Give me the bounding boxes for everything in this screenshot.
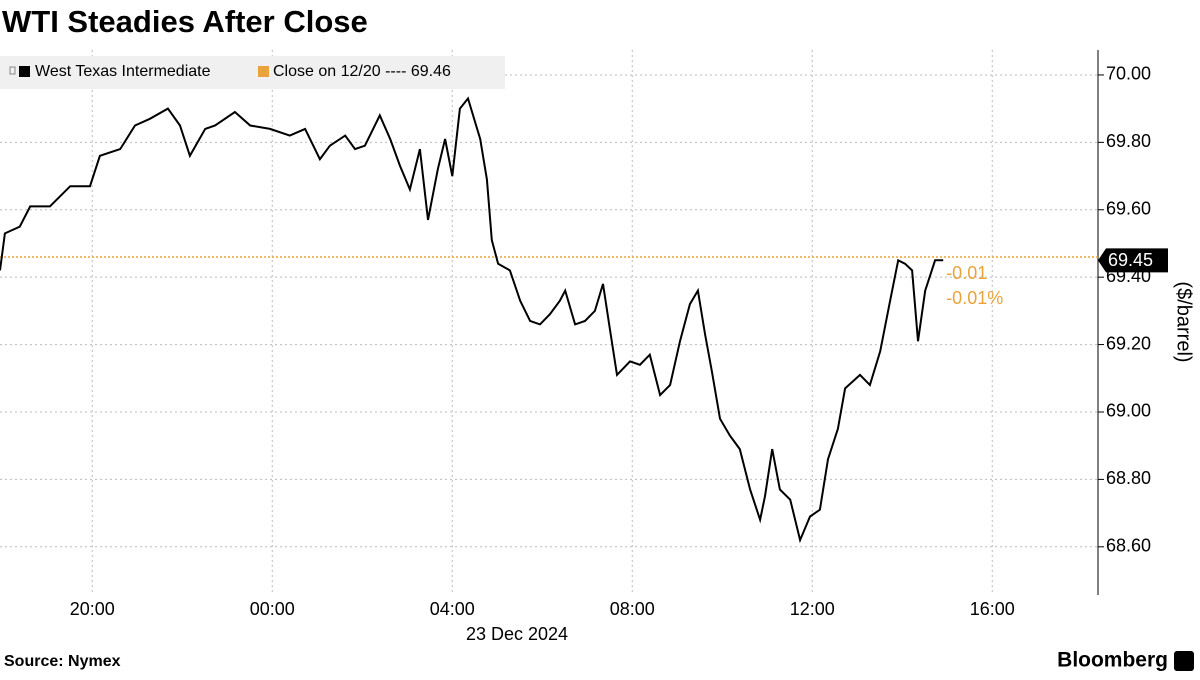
last-value-label: 69.45 (1108, 250, 1153, 270)
y-tick-label: 69.20 (1106, 333, 1151, 353)
x-tick-label: 12:00 (790, 599, 835, 619)
brand: Bloomberg (1057, 649, 1168, 672)
legend-label: Close on 12/20 ---- 69.46 (273, 63, 451, 80)
x-tick-label: 20:00 (70, 599, 115, 619)
x-tick-label: 04:00 (430, 599, 475, 619)
legend-box (0, 56, 505, 89)
y-tick-label: 68.60 (1106, 536, 1151, 556)
x-tick-label: 00:00 (250, 599, 295, 619)
legend-swatch (19, 66, 30, 77)
y-tick-label: 68.80 (1106, 468, 1151, 488)
last-value-tag (1098, 248, 1168, 273)
x-tick-label: 16:00 (970, 599, 1015, 619)
change-annotation: -0.01% (946, 288, 1003, 308)
y-tick-label: 69.80 (1106, 131, 1151, 151)
legend-label: West Texas Intermediate (35, 63, 211, 80)
y-axis-label: ($/barrel) (1173, 281, 1195, 362)
y-tick-label: 70.00 (1106, 64, 1151, 84)
legend-handle (9, 66, 16, 75)
y-tick-label: 69.60 (1106, 199, 1151, 219)
y-tick-label: 69.00 (1106, 401, 1151, 421)
change-annotation: -0.01 (946, 263, 987, 283)
source: Source: Nymex (4, 653, 121, 670)
price-line (0, 96, 944, 544)
brand-icon (1174, 651, 1194, 671)
x-tick-label: 08:00 (610, 599, 655, 619)
x-date-label: 23 Dec 2024 (466, 624, 568, 644)
legend-swatch (258, 66, 269, 77)
chart-title: WTI Steadies After Close (2, 4, 368, 39)
